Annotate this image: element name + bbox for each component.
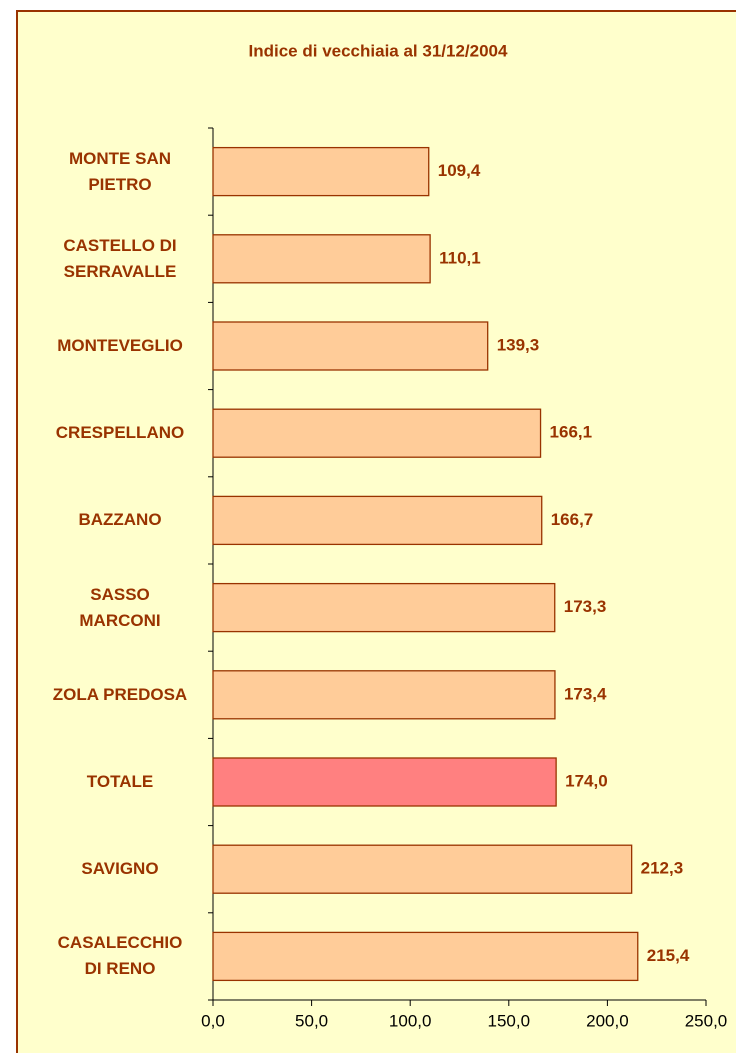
y-tick-label: CASALECCHIO DI RENO (57, 933, 183, 979)
y-tick-label: CRESPELLANO (55, 423, 185, 443)
value-label: 110,1 (439, 248, 481, 267)
y-tick-label: SASSO MARCONI (79, 584, 161, 630)
value-label: 215,4 (647, 946, 690, 965)
x-tick-label: 200,0 (586, 1011, 629, 1030)
value-label: 109,4 (438, 161, 481, 180)
x-tick-label: 0,0 (201, 1011, 225, 1030)
y-tick-label: MONTEVEGLIO (57, 336, 183, 355)
x-tick-label: 100,0 (389, 1011, 432, 1030)
value-label: 139,3 (497, 335, 540, 354)
chart-title: Indice di vecchiaia al 31/12/2004 (249, 41, 508, 60)
x-tick-label: 50,0 (295, 1011, 328, 1030)
value-label: 166,1 (550, 423, 593, 442)
value-label: 166,7 (551, 510, 594, 529)
bar (212, 146, 430, 197)
y-tick-label: ZOLA PREDOSA (52, 684, 188, 704)
bar (212, 757, 557, 807)
bar (212, 931, 639, 982)
bar (212, 321, 489, 371)
y-tick-label: SAVIGNO (81, 859, 159, 879)
x-tick-label: 250,0 (685, 1011, 728, 1030)
x-tick-label: 150,0 (488, 1011, 531, 1030)
value-label: 173,3 (564, 597, 607, 616)
value-label: 173,4 (564, 684, 607, 703)
bar (212, 495, 543, 546)
y-tick-label: CASTELLO DI SERRAVALLE (63, 235, 177, 281)
bar (212, 844, 633, 894)
y-tick-label: BAZZANO (78, 510, 162, 530)
bar (212, 670, 556, 720)
bar (212, 408, 542, 458)
bar (212, 234, 431, 284)
bar (212, 582, 556, 633)
value-label: 174,0 (565, 771, 608, 790)
y-tick-label: MONTE SAN PIETRO (69, 148, 171, 194)
value-label: 212,3 (641, 859, 684, 878)
y-tick-label: TOTALE (86, 772, 154, 791)
